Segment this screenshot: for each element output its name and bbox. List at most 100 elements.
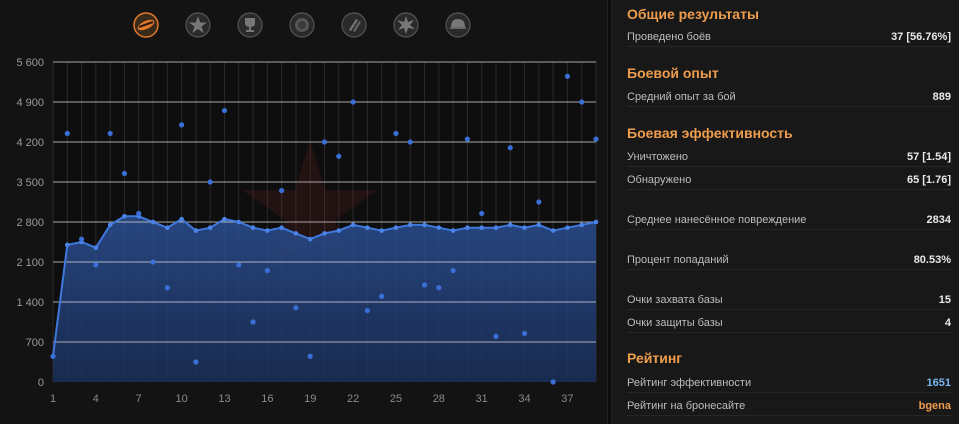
x-tick-label: 16 [261, 393, 273, 405]
explosion-icon[interactable] [393, 12, 419, 38]
efficiency-title: Боевая эффективность [627, 125, 793, 141]
average-point [93, 245, 99, 251]
average-point [365, 225, 370, 231]
average-point [407, 222, 413, 228]
stats-panel: Общие результаты Проведено боёв 37 [56.7… [612, 0, 959, 424]
y-tick-label: 2 100 [16, 257, 44, 269]
x-tick-label: 19 [304, 393, 316, 405]
capture-value: 15 [938, 294, 951, 306]
battle-point [78, 236, 85, 242]
avg-xp-row: Средний опыт за бой 889 [627, 89, 951, 107]
battle-point [136, 210, 142, 217]
helmet-icon[interactable] [445, 12, 471, 38]
y-tick-label: 0 [38, 377, 44, 389]
average-point [236, 219, 242, 225]
emblem-icon[interactable] [133, 12, 159, 38]
battle-point [321, 139, 328, 145]
average-point [479, 225, 484, 231]
damage-value: 2834 [926, 214, 951, 226]
battle-point [236, 262, 242, 268]
battle-point [307, 353, 313, 359]
average-point [507, 222, 513, 228]
battle-point [250, 319, 256, 325]
battle-point [93, 262, 99, 268]
armor-rating-value[interactable]: bgena [918, 400, 951, 412]
battle-point [150, 259, 156, 265]
x-tick-label: 13 [218, 393, 230, 405]
average-point [193, 228, 199, 233]
battle-point [421, 282, 428, 288]
panel-divider [607, 0, 612, 424]
battles-label: Проведено боёв [627, 31, 711, 43]
average-point [379, 228, 384, 233]
star-icon[interactable] [185, 12, 211, 38]
x-tick-label: 37 [561, 393, 573, 405]
x-tick-label: 7 [136, 393, 142, 405]
battle-point [593, 136, 599, 142]
average-point [336, 228, 342, 233]
defense-row: Очки защиты базы 4 [627, 315, 951, 333]
y-tick-label: 3 500 [16, 177, 44, 189]
defense-label: Очки защиты базы [627, 317, 723, 329]
battle-point [121, 170, 128, 177]
spotted-label: Обнаружено [627, 174, 692, 186]
battle-point [64, 130, 70, 137]
destroyed-value: 57 [1.54] [906, 151, 951, 163]
average-point [150, 219, 156, 225]
avg-xp-label: Средний опыт за бой [627, 91, 736, 103]
x-tick-label: 10 [175, 393, 187, 405]
hit-row: Процент попаданий 80.53% [627, 252, 951, 270]
battle-point [207, 179, 213, 185]
average-point [593, 219, 599, 225]
y-tick-label: 700 [26, 337, 44, 349]
average-area [53, 216, 596, 382]
average-point [179, 216, 184, 222]
battle-point [279, 187, 285, 194]
battles-value: 37 [56.76%] [891, 31, 951, 43]
hit-value: 80.53% [913, 254, 951, 266]
trophy-icon[interactable] [237, 12, 263, 38]
x-tick-label: 31 [476, 393, 488, 405]
tab-icons [0, 12, 607, 42]
battle-point [179, 122, 185, 128]
spotted-value: 65 [1.76] [906, 174, 951, 186]
battle-point [364, 307, 370, 314]
damage-label: Среднее нанесённое повреждение [627, 214, 807, 226]
y-tick-label: 4 200 [16, 137, 44, 149]
average-point [250, 225, 256, 231]
shells-icon[interactable] [341, 12, 367, 38]
battle-point [493, 333, 499, 339]
battle-point [164, 285, 170, 291]
average-point [350, 222, 356, 228]
average-point [64, 242, 70, 248]
x-tick-label: 25 [390, 393, 402, 405]
battle-point [336, 153, 342, 159]
average-point [436, 225, 442, 231]
damage-row: Среднее нанесённое повреждение 2834 [627, 212, 951, 230]
average-point [322, 231, 327, 236]
average-point [579, 222, 585, 228]
battle-point [393, 130, 399, 137]
battle-point [536, 199, 542, 205]
average-point [165, 225, 170, 231]
average-point [565, 225, 570, 231]
battle-point [550, 379, 556, 385]
x-tick-label: 1 [50, 393, 56, 405]
average-point [222, 216, 227, 222]
y-tick-label: 4 900 [16, 97, 44, 109]
x-tick-label: 4 [93, 393, 99, 405]
average-point [422, 222, 427, 228]
y-tick-label: 5 600 [16, 57, 44, 69]
hit-label: Процент попаданий [627, 254, 729, 266]
armor-rating-row: Рейтинг на бронесайте bgena [627, 398, 951, 416]
disc-icon[interactable] [289, 12, 315, 38]
eff-rating-label: Рейтинг эффективности [627, 377, 752, 389]
battle-point [564, 73, 571, 79]
battle-point [264, 267, 270, 274]
battle-point [479, 210, 485, 217]
battle-point [50, 353, 56, 359]
armor-rating-label: Рейтинг на бронесайте [627, 400, 746, 412]
average-point [465, 225, 470, 231]
x-tick-label: 34 [518, 393, 530, 405]
